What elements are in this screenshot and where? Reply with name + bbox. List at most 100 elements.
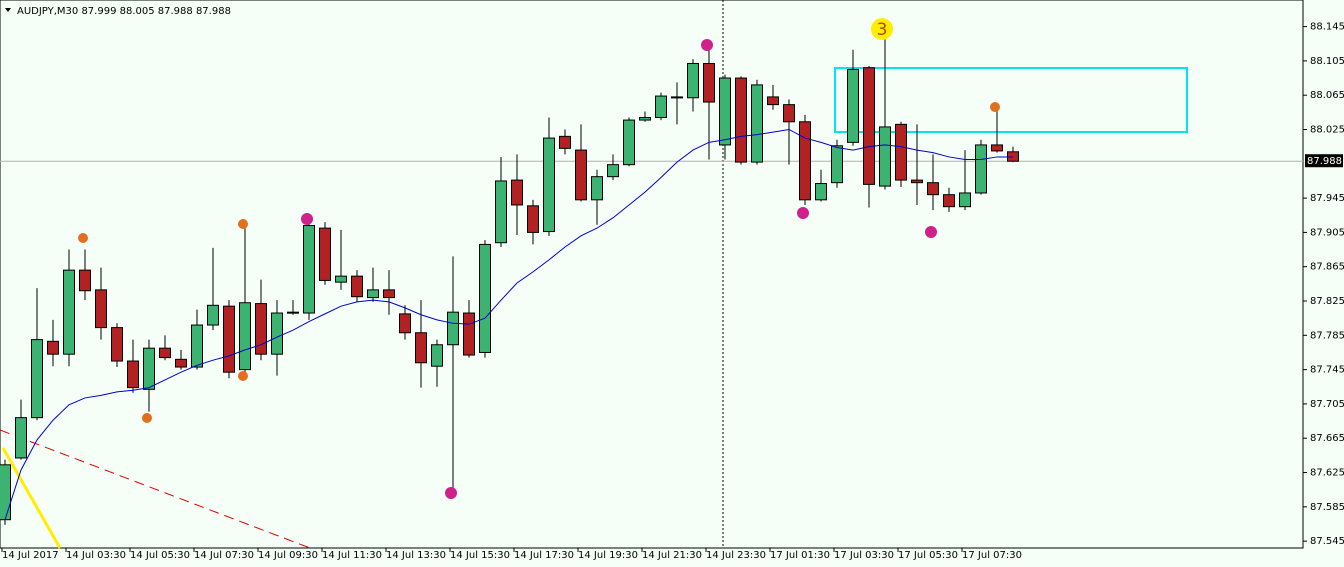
menu-arrow [5, 8, 11, 12]
candle-body [975, 144, 987, 194]
y-tick-label: 87.585 [1310, 502, 1344, 513]
candle-body [431, 344, 443, 367]
candle-body [863, 67, 875, 185]
candle-body [943, 194, 955, 208]
fractal-marker [301, 213, 313, 225]
candle-body [559, 135, 571, 149]
candle-body [175, 358, 187, 368]
candle-body [607, 164, 619, 178]
candle-body [687, 62, 699, 99]
candle-body [591, 176, 603, 201]
trend-line [0, 429, 311, 549]
candle-body [991, 144, 1003, 152]
candle-body [847, 68, 859, 143]
candle-body [79, 269, 91, 292]
candle-body [799, 121, 811, 201]
candle-body [959, 192, 971, 208]
y-tick-label: 87.825 [1310, 296, 1344, 307]
fractal-marker [142, 413, 152, 423]
candle-body [255, 303, 267, 355]
candle-body [623, 119, 635, 166]
candle-body [927, 182, 939, 196]
y-tick-label: 87.905 [1310, 227, 1344, 238]
candle-body [191, 324, 203, 368]
y-tick-label: 87.745 [1310, 365, 1344, 376]
y-tick-label: 87.625 [1310, 468, 1344, 479]
y-tick-label: 87.665 [1310, 433, 1344, 444]
candle-body [223, 305, 235, 373]
y-tick-label: 88.145 [1310, 22, 1344, 33]
x-tick-label: 17 Jul 05:30 [898, 550, 958, 561]
candle-body [655, 95, 667, 118]
annotation-badge [871, 18, 893, 40]
candle-body [831, 145, 843, 184]
candle-body [399, 313, 411, 334]
y-tick-label: 88.105 [1310, 56, 1344, 67]
fractal-marker [925, 226, 937, 238]
x-tick-label: 14 Jul 15:30 [450, 550, 510, 561]
candle-body [47, 340, 59, 355]
x-tick-label: 14 Jul 11:30 [322, 550, 382, 561]
candle-body [367, 289, 379, 299]
candle-body [159, 347, 171, 359]
y-tick-label: 87.865 [1310, 262, 1344, 273]
annotation: 3 [877, 20, 888, 40]
candle-body [543, 137, 555, 233]
candle-body [895, 123, 907, 181]
candle-body [239, 302, 251, 371]
candle-body [127, 360, 139, 389]
candle-body [767, 96, 779, 106]
candle-body [735, 77, 747, 163]
x-tick-label: 17 Jul 03:30 [834, 550, 894, 561]
plot-area [0, 0, 1304, 549]
candle-body [207, 304, 219, 326]
chart-title: AUDJPY,M30 87.999 88.005 87.988 87.988 [17, 6, 231, 17]
y-tick-label: 87.785 [1310, 330, 1344, 341]
candle-body [575, 149, 587, 201]
y-tick-label: 88.065 [1310, 90, 1344, 101]
candle-body [527, 205, 539, 233]
candle-body [751, 84, 763, 163]
fractal-marker [238, 371, 248, 381]
x-tick-label: 14 Jul 21:30 [642, 550, 702, 561]
x-tick-label: 14 Jul 13:30 [386, 550, 446, 561]
candle-body [879, 126, 891, 187]
x-tick-label: 14 Jul 03:30 [66, 550, 126, 561]
candle-body [351, 275, 363, 298]
x-tick-label: 14 Jul 23:30 [706, 550, 766, 561]
fractal-marker [990, 102, 1000, 112]
candle-body [319, 227, 331, 281]
y-tick-label: 88.025 [1310, 124, 1344, 135]
candle-body [63, 269, 75, 355]
candle-body [111, 327, 123, 362]
candle-body [719, 77, 731, 146]
candle-body [335, 275, 347, 283]
candle-body [511, 179, 523, 206]
y-tick-label: 87.705 [1310, 399, 1344, 410]
moving-average [4, 128, 1013, 520]
x-tick-label: 14 Jul 2017 [2, 550, 59, 561]
fractal-marker [797, 207, 809, 219]
candle-body [447, 311, 459, 346]
candle-body [31, 339, 43, 419]
candle-body [0, 464, 11, 521]
candle-body [287, 311, 299, 314]
fractal-marker [445, 487, 457, 499]
x-tick-label: 14 Jul 17:30 [514, 550, 574, 561]
candle-body [815, 183, 827, 201]
fractal-markers: 3 [78, 18, 1000, 499]
candle-body [639, 116, 651, 121]
y-tick-label: 87.545 [1310, 536, 1344, 547]
x-tick-label: 17 Jul 07:30 [962, 550, 1022, 561]
x-tick-label: 14 Jul 19:30 [578, 550, 638, 561]
candle-body [303, 225, 315, 314]
y-tick-label: 87.945 [1310, 193, 1344, 204]
x-tick-label: 17 Jul 01:30 [770, 550, 830, 561]
fractal-marker [78, 233, 88, 243]
x-tick-label: 14 Jul 05:30 [130, 550, 190, 561]
candle-body [95, 289, 107, 329]
candle-body [495, 180, 507, 244]
fractal-marker [238, 219, 248, 229]
fractal-marker [701, 39, 713, 51]
